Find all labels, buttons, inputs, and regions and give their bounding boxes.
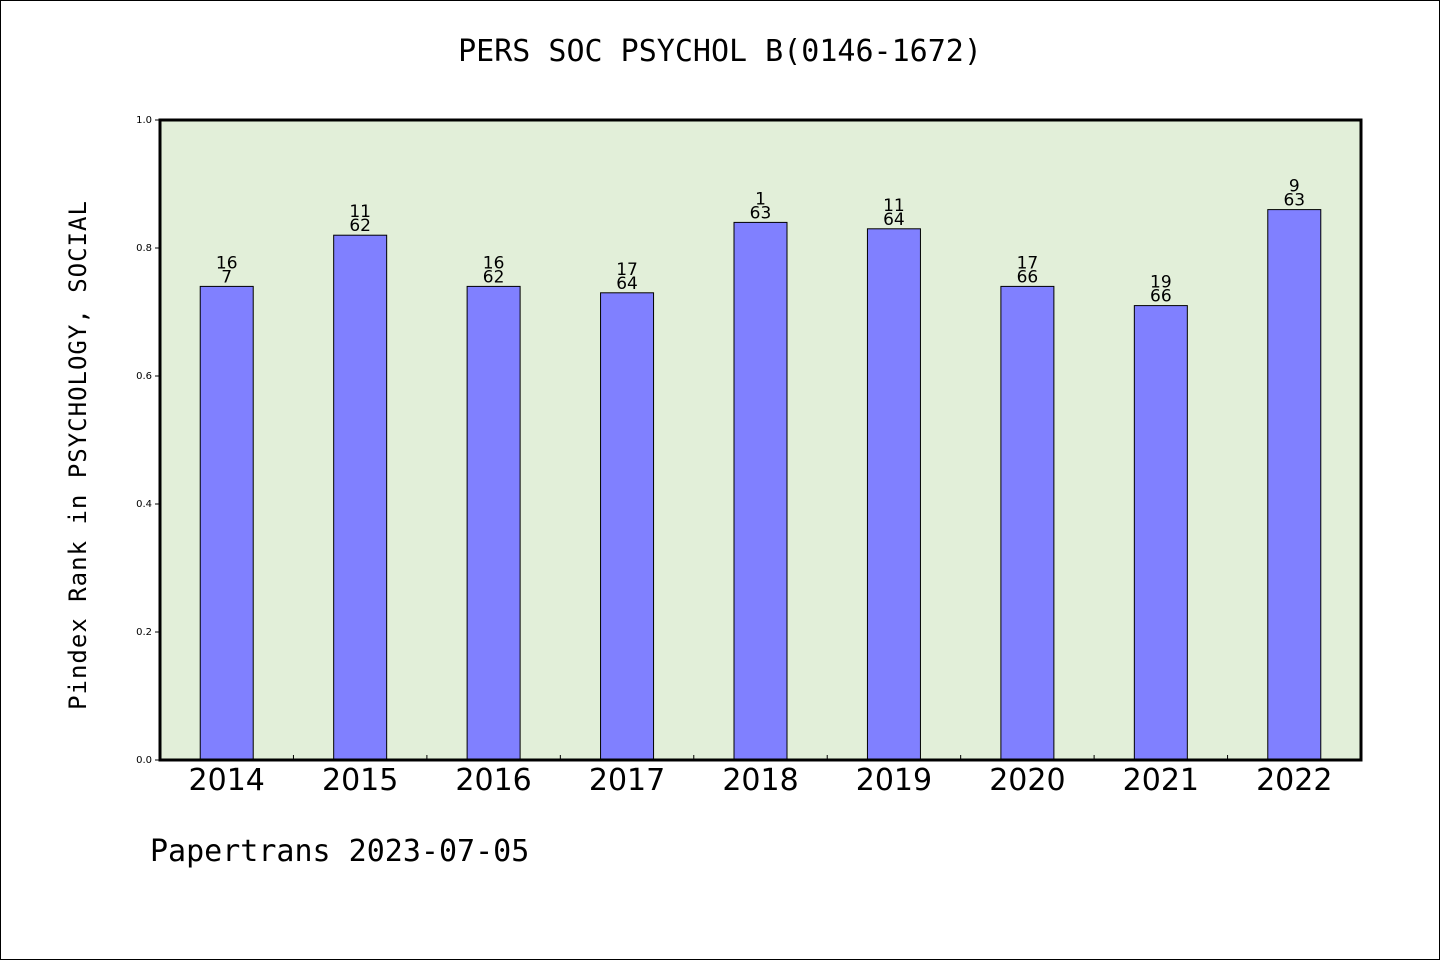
x-tick-label-2018: 2018 [722, 763, 798, 798]
chart-title: PERS SOC PSYCHOL B(0146-1672) [458, 34, 982, 69]
y-tick-label: 0.6 [136, 371, 152, 382]
bar-label-top-2021: 19 [1150, 273, 1172, 293]
bar-label-bottom-2018: 63 [750, 203, 772, 223]
bar-2015 [333, 234, 388, 761]
bar-label-bottom-2016: 62 [483, 267, 505, 287]
bar-label-top-2016: 16 [483, 253, 505, 273]
y-axis: 0.0 0.2 0.4 0.6 0.8 1.0 [136, 115, 160, 766]
x-tick-label-2022: 2022 [1256, 763, 1332, 798]
bars-layer [199, 209, 1322, 761]
bar-2019 [866, 228, 921, 761]
y-tick-label: 0.2 [136, 627, 152, 638]
bar-2022 [1267, 209, 1322, 761]
bar-2017 [600, 292, 655, 761]
bar-label-top-2022: 9 [1289, 177, 1300, 197]
bar-label-top-2014: 16 [216, 253, 238, 273]
bar-2016 [466, 285, 521, 761]
plot-border [158, 118, 1363, 762]
bar-label-bottom-2015: 62 [349, 216, 371, 236]
bar-label-top-2018: 1 [755, 189, 766, 209]
bar-label-top-2019: 11 [883, 196, 905, 216]
x-tick-label-2019: 2019 [856, 763, 932, 798]
y-tick-label: 0.4 [136, 499, 152, 510]
bar-2014 [199, 285, 254, 761]
footer-note: Papertrans 2023-07-05 [150, 834, 530, 869]
x-tick-label-2020: 2020 [989, 763, 1065, 798]
bar-label-bottom-2017: 64 [616, 274, 638, 294]
x-tick-label-2017: 2017 [589, 763, 665, 798]
x-tick-label-2016: 2016 [455, 763, 531, 798]
bar-label-top-2017: 17 [616, 260, 638, 280]
x-tick-label-2014: 2014 [189, 763, 265, 798]
bar-label-bottom-2022: 63 [1283, 191, 1305, 211]
y-tick-label: 0.8 [136, 243, 152, 254]
bar-label-top-2020: 17 [1017, 253, 1039, 273]
bar-2018 [733, 221, 788, 761]
bar-label-bottom-2019: 64 [883, 210, 905, 230]
bar-2021 [1133, 305, 1188, 761]
y-tick-label: 1.0 [136, 115, 152, 126]
x-axis: 2014 2015 2016 2017 2018 2019 2020 2021 2022 [189, 755, 1332, 798]
y-tick-label: 0.0 [136, 755, 152, 766]
bar-label-bottom-2014: 7 [221, 267, 232, 287]
bar-label-top-2015: 11 [349, 202, 371, 222]
x-tick-label-2021: 2021 [1123, 763, 1199, 798]
bar-label-bottom-2021: 66 [1150, 287, 1172, 307]
x-tick-label-2015: 2015 [322, 763, 398, 798]
bar-label-bottom-2020: 66 [1017, 267, 1039, 287]
bar-2020 [1000, 285, 1055, 761]
